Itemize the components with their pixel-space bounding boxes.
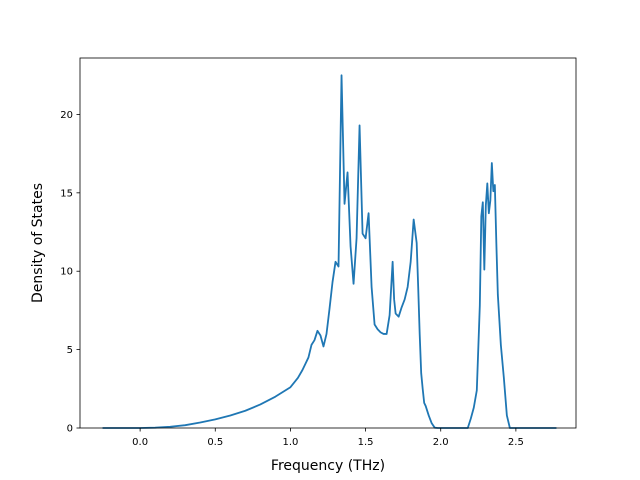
x-tick-label: 1.5 xyxy=(358,437,374,448)
x-axis-label: Frequency (THz) xyxy=(271,458,385,474)
y-axis-ticks: 0 5 10 15 20 xyxy=(60,110,80,435)
x-tick-label: 2.0 xyxy=(433,437,449,448)
x-tick-label: 2.5 xyxy=(508,437,524,448)
dos-line-0 xyxy=(102,74,557,429)
y-tick-label: 10 xyxy=(60,267,73,278)
plot-frame xyxy=(79,57,577,429)
x-axis-ticks: 0.0 0.5 1.0 1.5 2.0 2.5 xyxy=(132,428,524,448)
y-tick-label: 20 xyxy=(60,110,73,121)
x-tick-label: 1.0 xyxy=(282,437,298,448)
y-tick-label: 15 xyxy=(60,188,73,199)
x-tick-label: 0.5 xyxy=(207,437,223,448)
y-axis-label: Density of States xyxy=(30,183,46,303)
x-tick-label: 0.0 xyxy=(132,437,148,448)
line-layer xyxy=(102,74,557,429)
plot-background xyxy=(80,58,576,428)
y-tick-label: 0 xyxy=(67,424,73,435)
y-tick-label: 5 xyxy=(67,345,73,356)
